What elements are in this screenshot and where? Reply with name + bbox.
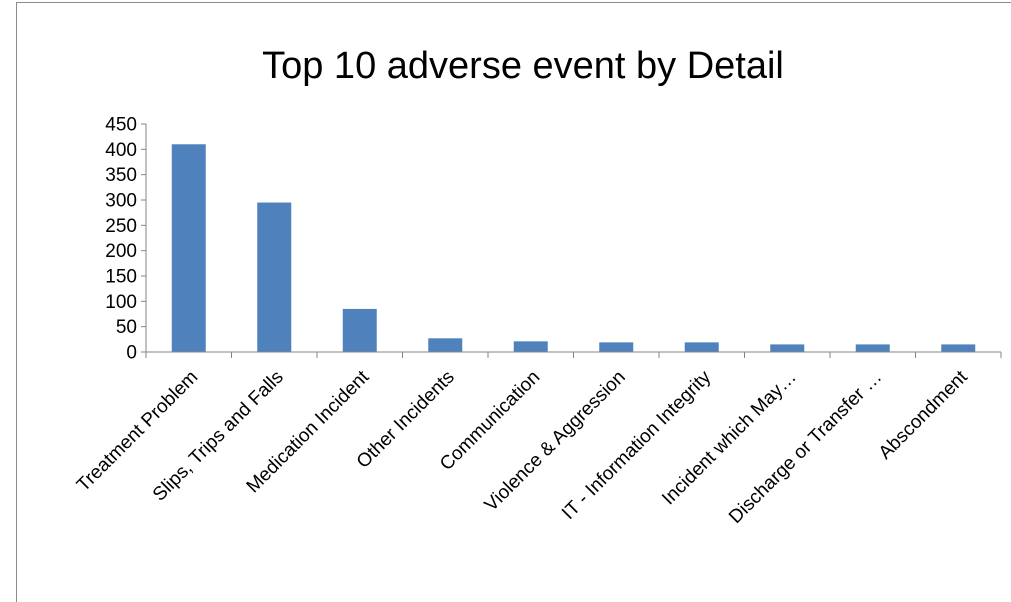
y-tick-label: 200 [105,241,137,262]
chart-title: Top 10 adverse event by Detail [262,45,784,87]
x-category-label: Discharge or Transfer … [725,367,886,528]
y-tick-label: 350 [105,165,137,186]
bar [941,344,976,352]
bar [428,338,463,352]
x-category-label: Abscondment [875,366,973,464]
bar [513,341,548,352]
bar [599,342,634,352]
bar [342,308,377,352]
bar [770,344,805,352]
x-category-label: IT - Information Integrity [558,366,716,524]
y-tick-label: 150 [105,267,137,288]
y-axis: 0 50 100 150 200 250 300 350 400 450 [105,115,147,364]
x-category-label: Violence & Aggression [481,367,630,516]
bars [171,144,976,352]
bar [257,202,292,352]
y-tick-label: 100 [105,292,137,313]
y-tick-label: 0 [126,343,137,364]
y-tick-label: 300 [105,191,137,212]
y-tick-label: 450 [105,115,137,136]
bar [171,144,206,352]
y-tick-label: 400 [105,140,137,161]
bar [684,342,719,352]
y-tick-label: 50 [116,317,137,338]
chart-frame [16,2,1011,602]
y-tick-label: 250 [105,216,137,237]
bar [855,344,890,352]
